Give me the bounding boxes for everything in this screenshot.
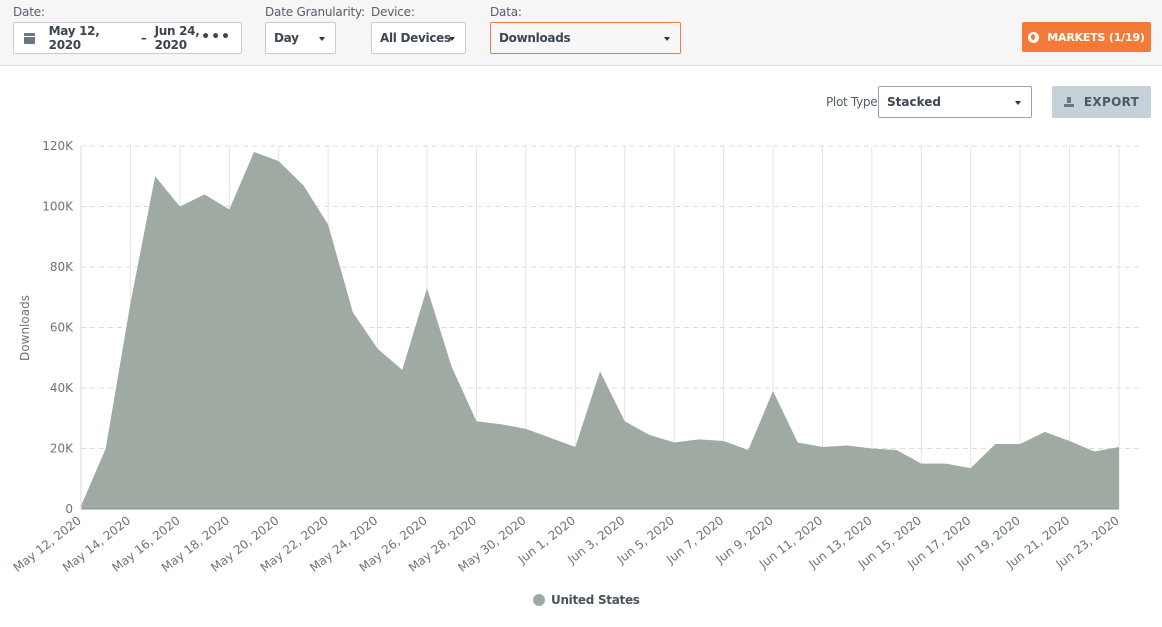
plot-type-select[interactable]: Stacked: [878, 86, 1032, 118]
chevron-down-icon: [664, 37, 670, 41]
date-range-picker[interactable]: May 12, 2020 – Jun 24, 2020 •••: [13, 22, 242, 54]
chevron-down-icon: [319, 37, 325, 41]
more-icon[interactable]: •••: [201, 29, 231, 45]
y-tick-label: 120K: [42, 139, 74, 153]
y-tick-label: 40K: [50, 381, 74, 395]
device-label: Device:: [371, 5, 415, 19]
data-value: Downloads: [499, 31, 571, 45]
globe-icon: [1028, 31, 1040, 43]
data-label: Data:: [490, 5, 522, 19]
device-value: All Devices: [380, 31, 451, 45]
download-icon: [1063, 97, 1074, 107]
date-separator: –: [140, 31, 147, 45]
plot-type-value: Stacked: [887, 95, 941, 109]
legend-label: United States: [551, 593, 640, 607]
device-select[interactable]: All Devices: [371, 22, 466, 54]
date-start: May 12, 2020: [48, 24, 100, 52]
granularity-label: Date Granularity:: [265, 5, 365, 19]
granularity-value: Day: [274, 31, 299, 45]
plot-type-label: Plot Type:: [826, 95, 882, 109]
y-axis-label: Downloads: [18, 295, 32, 361]
chevron-down-icon: [449, 37, 455, 41]
legend-swatch: [533, 594, 545, 606]
export-label: EXPORT: [1083, 95, 1140, 109]
date-label: Date:: [13, 5, 45, 19]
data-select[interactable]: Downloads: [490, 22, 681, 54]
series-area-united-states[interactable]: [81, 152, 1119, 510]
y-tick-label: 20K: [50, 442, 74, 456]
chevron-down-icon: [1015, 101, 1021, 105]
calendar-icon: [24, 32, 35, 44]
y-tick-label: 80K: [50, 260, 74, 274]
series-area: [81, 152, 1119, 510]
legend[interactable]: United States: [533, 593, 640, 607]
date-end: Jun 24, 2020: [154, 24, 200, 52]
y-tick-label: 100K: [42, 200, 74, 214]
markets-label: MARKETS (1/19): [1047, 30, 1145, 44]
y-tick-label: 0: [65, 502, 73, 516]
markets-button[interactable]: MARKETS (1/19): [1022, 22, 1151, 52]
filter-bar: Date: May 12, 2020 – Jun 24, 2020 ••• Da…: [0, 0, 1162, 66]
export-button[interactable]: EXPORT: [1052, 86, 1151, 118]
granularity-select[interactable]: Day: [265, 22, 336, 54]
y-tick-label: 60K: [50, 321, 74, 335]
